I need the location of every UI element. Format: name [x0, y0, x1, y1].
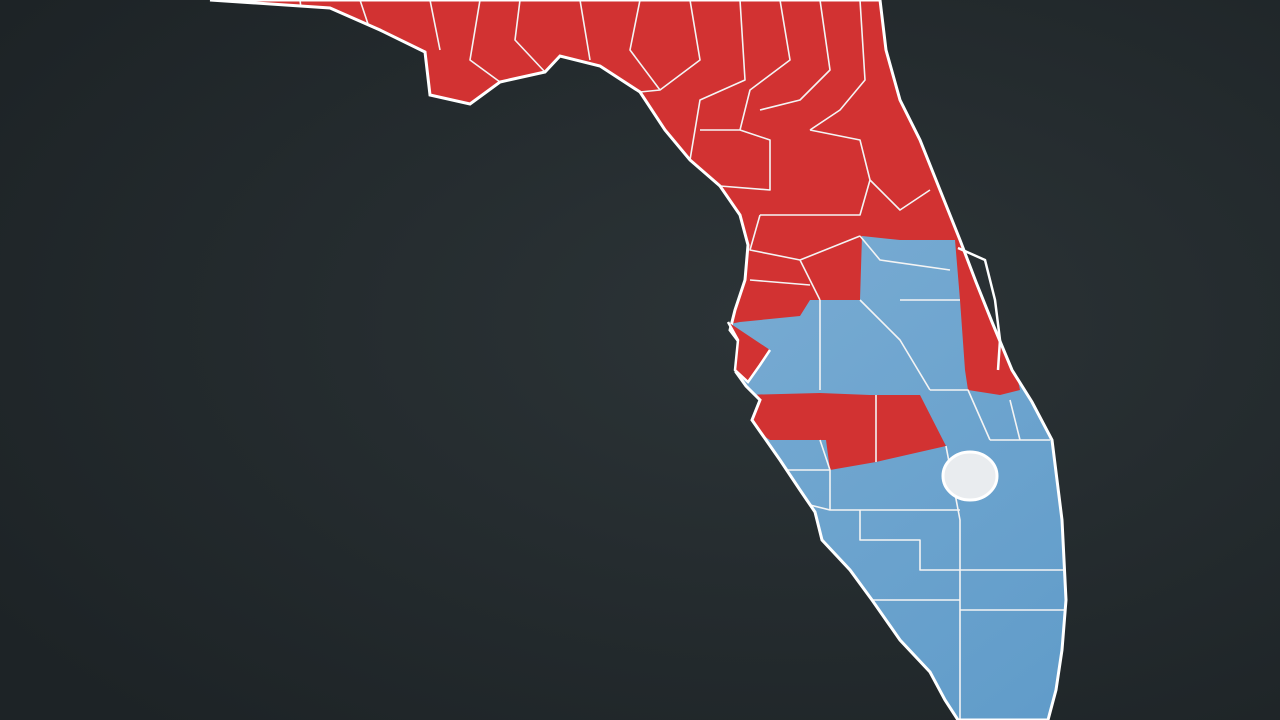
red-central	[740, 393, 946, 470]
red-east-coast	[955, 240, 1020, 395]
lake-marker	[941, 450, 999, 502]
tampa-bay	[726, 321, 772, 384]
barrier-island	[957, 246, 1002, 371]
county-lines	[299, 0, 1066, 720]
